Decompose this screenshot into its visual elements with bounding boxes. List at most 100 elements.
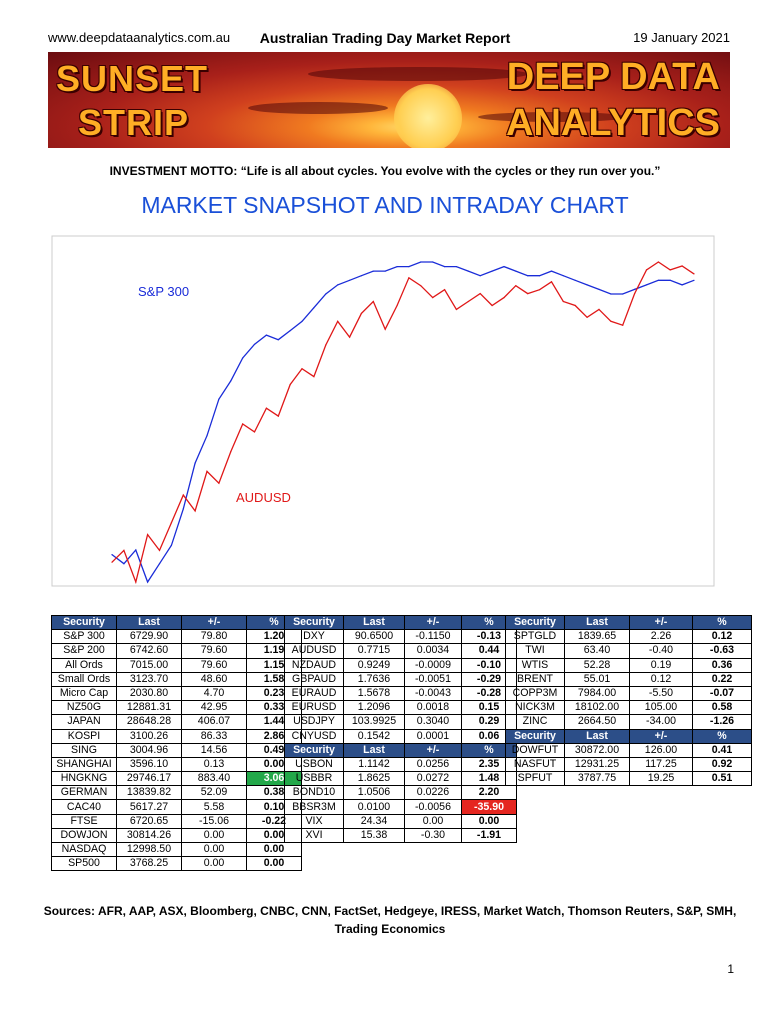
table-cell: NASDAQ <box>51 841 117 858</box>
series-0-point-15 <box>289 330 291 332</box>
series-0-point-9 <box>218 398 220 400</box>
table-cell: 0.00 <box>404 813 462 829</box>
series-0-point-5 <box>170 544 172 546</box>
column-header: +/- <box>404 742 462 758</box>
table-row: NICK3M 18102.00 105.00 0.58 <box>505 700 752 716</box>
table-cell: 0.00 <box>181 856 247 872</box>
series-0-point-34 <box>515 270 517 272</box>
series-0-point-19 <box>337 284 339 286</box>
table-cell: AUDUSD <box>284 643 344 659</box>
series-1-point-31 <box>479 293 481 295</box>
table-cell: TWI <box>505 643 565 659</box>
series-0-point-40 <box>586 284 588 286</box>
table-row: Small Ords 3123.70 48.60 1.58 <box>51 671 302 687</box>
table-cell: 0.00 <box>461 813 517 829</box>
table-row: GBPAUD 1.7636 -0.0051 -0.29 <box>284 671 517 687</box>
table-cell: S&P 300 <box>51 629 117 645</box>
column-header: Last <box>343 614 405 631</box>
series-1-point-12 <box>253 431 256 433</box>
table-cell: 0.19 <box>629 657 693 673</box>
table-cell: 1.5678 <box>343 685 405 702</box>
series-1-point-48 <box>681 265 683 267</box>
table-cell: 15.38 <box>343 827 405 844</box>
series-1-point-39 <box>574 304 576 307</box>
table-row: BBSR3M 0.0100 -0.0056 -35.90 <box>284 799 517 815</box>
table-header-row: Security Last +/-% <box>284 614 517 631</box>
table-cell: 29746.17 <box>116 771 182 787</box>
table-cell: BRENT <box>505 671 565 687</box>
series-0-point-35 <box>527 275 529 277</box>
series-1-point-37 <box>550 281 553 283</box>
series-1-point-10 <box>230 451 232 453</box>
series-0-point-16 <box>301 320 303 322</box>
table-cell: 2664.50 <box>564 714 630 730</box>
table-row: SPFUT 3787.75 19.25 0.51 <box>505 771 752 787</box>
table-cell: SPTGLD <box>505 629 565 645</box>
table-cell: 3123.70 <box>116 671 182 687</box>
table-row: Micro Cap 2030.80 4.70 0.23 <box>51 685 302 702</box>
table-cell: 1.8625 <box>343 771 405 787</box>
table-cell: FTSE <box>51 813 117 829</box>
series-1-point-22 <box>372 300 374 303</box>
series-1-point-27 <box>432 297 434 299</box>
table-cell: -0.30 <box>404 827 462 844</box>
column-header: % <box>461 742 517 758</box>
banner-left-line1: SUNSET <box>56 58 209 99</box>
table-cell: VIX <box>284 813 344 829</box>
series-1-point-15 <box>289 383 291 386</box>
series-1-point-32 <box>491 304 493 307</box>
table-cell: -0.40 <box>629 643 693 659</box>
series-1-point-13 <box>265 407 267 409</box>
series-1-point-2 <box>135 581 137 583</box>
table-row: USBON 1.1142 0.0256 2.35 <box>284 756 517 773</box>
series-1-point-9 <box>218 482 220 484</box>
series-0-point-25 <box>408 266 410 268</box>
table-cell: -0.07 <box>692 685 752 702</box>
table-cell: -0.0043 <box>404 685 462 702</box>
table-cell: XVI <box>284 827 344 844</box>
table-cell: 0.0256 <box>404 756 462 773</box>
column-header: % <box>692 614 752 631</box>
table-cell: GERMAN <box>51 785 117 801</box>
series-0-point-21 <box>360 275 362 277</box>
table-row: NASFUT 12931.25 117.25 0.92 <box>505 756 752 773</box>
table-cell: 0.0100 <box>343 799 405 815</box>
table-cell: 0.0226 <box>404 785 462 801</box>
table-cell: 0.1542 <box>343 728 405 744</box>
table-row: CNYUSD 0.1542 0.0001 0.06 <box>284 728 517 744</box>
table-cell: USBON <box>284 756 344 773</box>
table-row: GERMAN 13839.82 52.09 0.38 <box>51 785 302 801</box>
series-0-point-33 <box>503 266 505 268</box>
table-cell: 1.1142 <box>343 756 405 773</box>
sunset-banner: SUNSET STRIP DEEP DATA ANALYTICS <box>48 52 730 148</box>
table-row: XVI 15.38 -0.30 -1.91 <box>284 827 517 844</box>
table-cell: 0.00 <box>246 856 302 872</box>
series-0-point-26 <box>420 261 422 263</box>
banner-left-line2: STRIP <box>78 102 190 143</box>
table-cell: JAPAN <box>51 714 117 730</box>
table-cell: BOND10 <box>284 785 344 801</box>
series-1-point-24 <box>396 304 398 307</box>
table-row: ZINC 2664.50 -34.00 -1.26 <box>505 714 752 730</box>
column-header: Security <box>284 742 344 758</box>
table-row: NZDAUD 0.9249 -0.0009 -0.10 <box>284 657 517 673</box>
table-row: JAPAN 28648.28 406.07 1.44 <box>51 714 302 730</box>
table-header-row: Security Last +/-% <box>51 614 302 631</box>
table-cell: -35.90 <box>461 799 517 815</box>
investment-motto: INVESTMENT MOTTO: “Life is all about cyc… <box>109 164 661 178</box>
series-0-point-38 <box>562 275 564 277</box>
series-1-point-5 <box>170 522 172 524</box>
table-cell: 0.00 <box>181 827 247 844</box>
column-header: Security <box>505 728 565 744</box>
table-cell: 0.0018 <box>404 700 462 716</box>
series-1-point-19 <box>337 320 339 322</box>
series-0-point-41 <box>598 288 600 290</box>
table-cell: CAC40 <box>51 799 117 815</box>
series-1-point-36 <box>539 289 541 291</box>
series-1-point-17 <box>313 376 315 378</box>
table-row: COPP3M 7984.00 -5.50 -0.07 <box>505 685 752 702</box>
table-cell: EURAUD <box>284 685 344 702</box>
series-0-point-48 <box>681 284 683 286</box>
table-cell: -34.00 <box>629 714 693 730</box>
table-row: DOWJON 30814.26 0.00 0.00 <box>51 827 302 844</box>
